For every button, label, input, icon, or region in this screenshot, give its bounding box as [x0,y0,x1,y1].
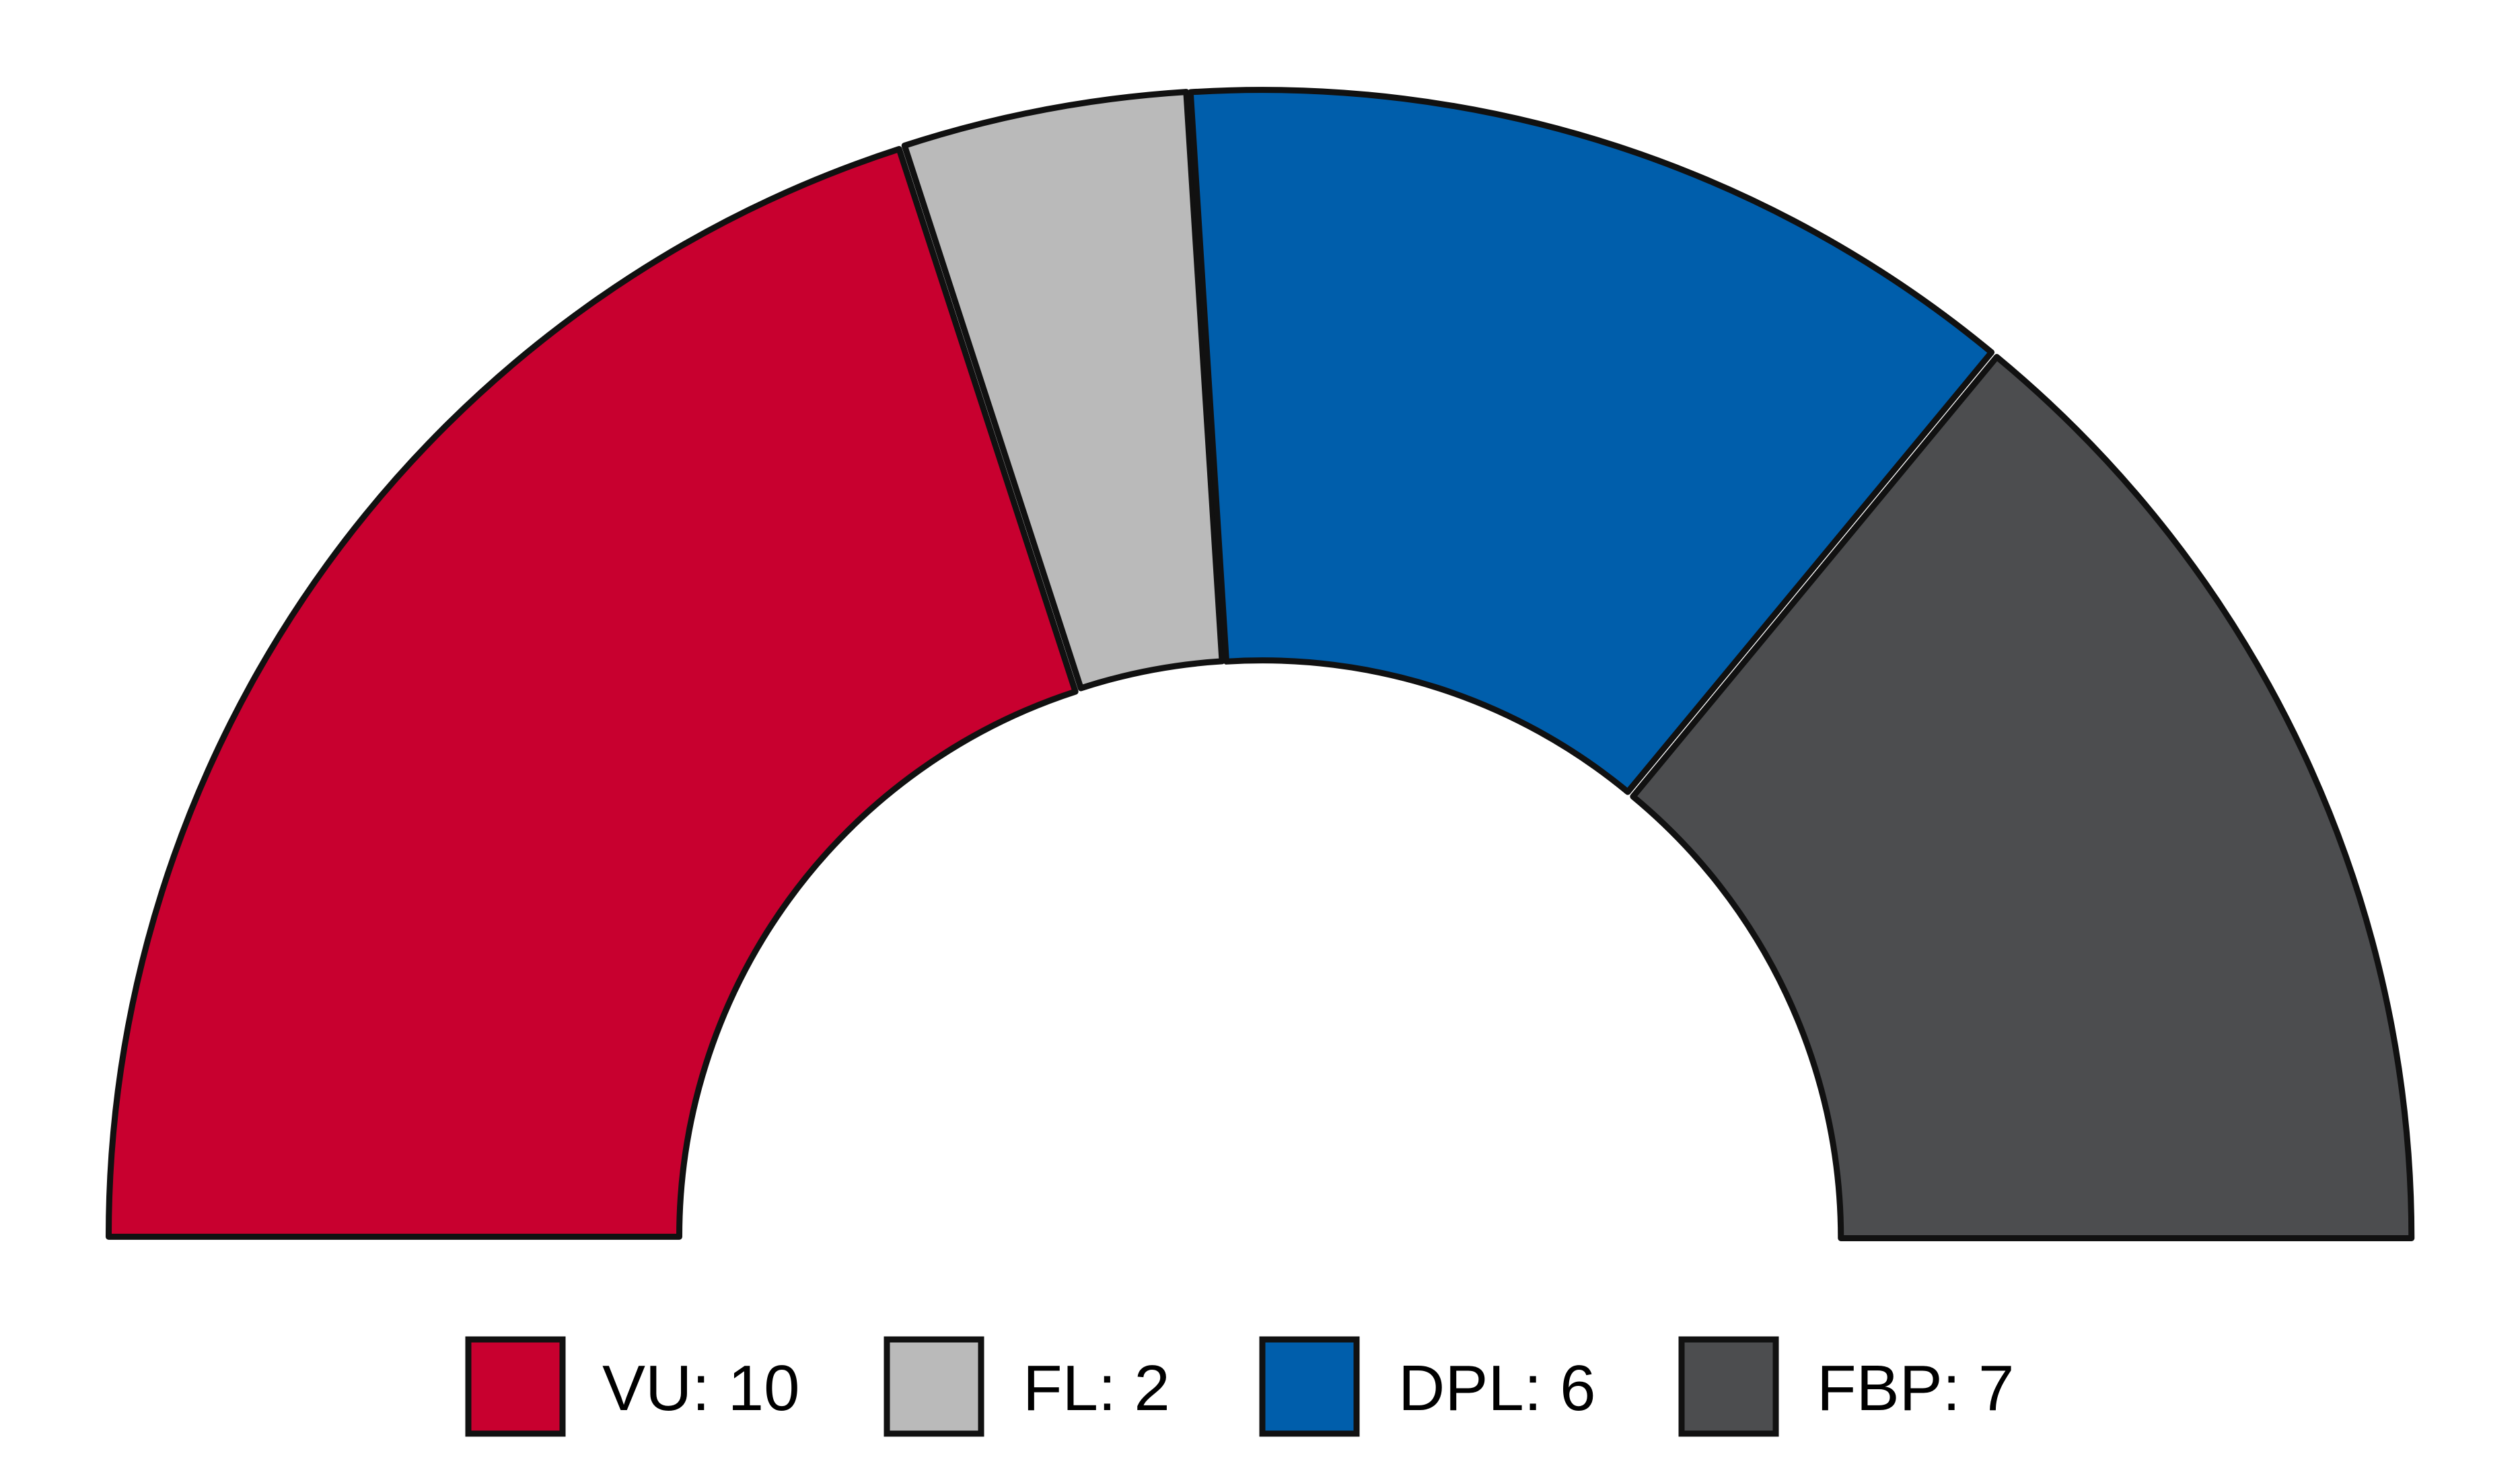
slice-fl [901,89,1225,692]
slice-dpl [1187,87,1995,795]
chart-slices [105,87,2415,1241]
legend-swatch-vu [465,1336,566,1437]
legend-swatch-dpl [1259,1336,1360,1437]
slice-vu [105,146,1079,1240]
legend-item-vu: VU: 10 [465,1336,799,1437]
slice-fbp [1630,354,2415,1241]
legend-swatch-fbp [1678,1336,1779,1437]
legend-item-fbp: FBP: 7 [1678,1336,2014,1437]
legend-label-vu: VU: 10 [602,1352,799,1424]
legend-label-dpl: DPL: 6 [1398,1352,1595,1424]
legend-item-dpl: DPL: 6 [1259,1336,1595,1437]
chart-legend: VU: 10 FL: 2 DPL: 6 FBP: 7 [465,1336,2014,1437]
legend-item-fl: FL: 2 [884,1336,1170,1437]
legend-label-fbp: FBP: 7 [1817,1352,2014,1424]
legend-label-fl: FL: 2 [1023,1352,1170,1424]
legend-swatch-fl [884,1336,984,1437]
